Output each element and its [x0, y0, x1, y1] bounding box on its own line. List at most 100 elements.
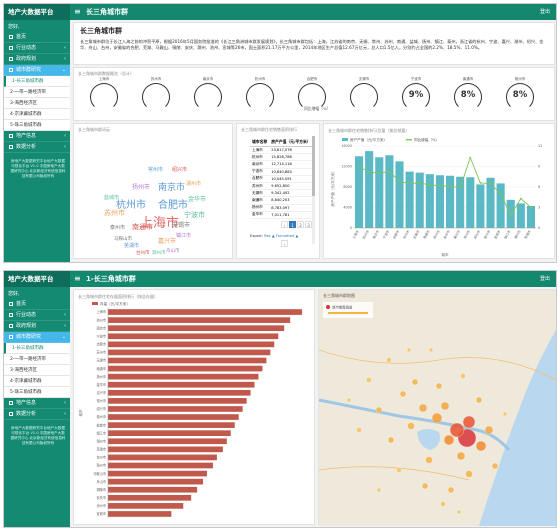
bar[interactable] [108, 454, 217, 461]
submenu-pearl-delta[interactable]: 5-珠三角城市群 [4, 387, 70, 398]
bar[interactable] [395, 161, 404, 228]
bar[interactable] [108, 357, 267, 364]
city-bubble[interactable] [396, 467, 402, 473]
table-header-city[interactable]: 城市名称 [250, 138, 270, 147]
submenu-belt-road[interactable]: 2-一带一路经济带 [4, 354, 70, 365]
table-row[interactable]: 合肥市 10,045,091 [250, 175, 313, 183]
submenu-yangtze-delta[interactable]: 1-长三角城市群 [4, 76, 70, 87]
logout-link[interactable]: 登出 [539, 9, 550, 15]
submenu-jingjinji[interactable]: 4-京津冀城市群 [4, 109, 70, 120]
line-point[interactable] [388, 170, 391, 173]
bar[interactable] [385, 155, 394, 228]
bar[interactable] [108, 438, 227, 445]
city-bubble[interactable] [475, 440, 487, 452]
line-point[interactable] [368, 171, 371, 173]
page-button[interactable]: ‹ [281, 221, 288, 228]
submenu-yangtze-delta[interactable]: 1-长三角城市群 [4, 343, 70, 354]
city-bubble[interactable] [460, 373, 466, 379]
bar[interactable] [108, 503, 184, 509]
sidebar-item-city-cluster[interactable]: 城市群研究 ⌄ [4, 65, 70, 76]
submenu-west-strait[interactable]: 3-海西经济区 [4, 98, 70, 109]
bar[interactable] [526, 205, 535, 228]
submenu-pearl-delta[interactable]: 5-珠三角城市群 [4, 120, 70, 131]
line-point[interactable] [469, 156, 472, 159]
city-bubble[interactable] [418, 403, 428, 413]
export-links[interactable]: Rex ▲ Formatted ▲ [264, 234, 299, 238]
table-row[interactable]: 苏州市 9,652,850 [250, 182, 313, 191]
table-row[interactable]: 杭州市 15,826,786 [250, 153, 313, 162]
city-bubble[interactable] [465, 470, 473, 478]
app-brand[interactable]: 地产大数据平台 [4, 4, 70, 20]
table-row[interactable]: 南通市 8,840,203 [250, 196, 313, 205]
bar[interactable] [108, 349, 271, 356]
city-bubble[interactable] [428, 347, 434, 353]
sidebar-item-policy[interactable]: 政府规划 ‹ [4, 321, 70, 332]
sidebar-item-home[interactable]: 首页 [4, 299, 70, 310]
city-bubble[interactable] [456, 451, 466, 461]
city-bubble[interactable] [447, 486, 455, 494]
city-bubble[interactable] [375, 406, 383, 414]
bar[interactable] [108, 373, 259, 380]
bar[interactable] [108, 381, 255, 388]
line-point[interactable] [519, 197, 522, 200]
bar[interactable] [435, 175, 444, 228]
sidebar-item-industry[interactable]: 行业动态 ‹ [4, 43, 70, 54]
bar[interactable] [466, 177, 475, 228]
city-bubble[interactable] [435, 382, 443, 390]
bar[interactable] [108, 478, 204, 485]
bar[interactable] [108, 430, 231, 437]
bar[interactable] [355, 156, 364, 228]
bar[interactable] [486, 177, 495, 228]
bar[interactable] [516, 203, 525, 228]
city-bubble[interactable] [440, 501, 446, 507]
table-row[interactable]: 宁波市 10,840,883 [250, 168, 313, 176]
city-bubble[interactable] [376, 487, 382, 493]
menu-toggle-icon[interactable]: ≡ [74, 274, 81, 283]
bar[interactable] [108, 389, 251, 396]
sidebar-item-property[interactable]: 地产信息 ‹ [4, 131, 70, 142]
sidebar-item-analysis[interactable]: 数据分析 ‹ [4, 142, 70, 153]
line-point[interactable] [358, 165, 360, 168]
line-point[interactable] [509, 214, 512, 216]
bar[interactable] [496, 183, 505, 228]
sidebar-item-industry[interactable]: 行业动态 ‹ [4, 310, 70, 321]
city-bubble[interactable] [443, 434, 455, 446]
city-bubble[interactable] [387, 436, 395, 444]
menu-toggle-icon[interactable]: ≡ [74, 7, 81, 16]
bar[interactable] [108, 462, 213, 469]
city-bubble[interactable] [431, 412, 443, 424]
bar[interactable] [405, 171, 414, 228]
bar[interactable] [108, 325, 285, 332]
city-bubble[interactable] [462, 415, 476, 429]
bar[interactable] [456, 176, 465, 228]
table-row[interactable]: 无锡市 9,342,402 [250, 189, 313, 198]
bar[interactable] [108, 333, 279, 340]
city-bubble[interactable] [356, 427, 362, 433]
city-bubble[interactable] [407, 422, 415, 430]
page-button[interactable]: 1 [289, 221, 296, 228]
table-row[interactable]: 上海市 23,817,078 [250, 146, 313, 155]
city-bubble[interactable] [399, 390, 407, 398]
app-brand[interactable]: 地产大数据平台 [4, 271, 70, 287]
line-point[interactable] [398, 180, 401, 183]
submenu-jingjinji[interactable]: 4-京津冀城市群 [4, 376, 70, 387]
bar[interactable] [108, 365, 263, 372]
line-point[interactable] [479, 182, 482, 184]
bar[interactable] [108, 422, 235, 428]
city-bubble[interactable] [491, 462, 499, 470]
line-point[interactable] [499, 192, 502, 195]
logout-link[interactable]: 登出 [539, 276, 550, 282]
city-bubble[interactable] [456, 509, 462, 515]
table-header-value[interactable]: 房产产值（元/平方米） [269, 138, 313, 147]
bar[interactable] [108, 398, 247, 404]
city-bubble[interactable] [425, 456, 433, 464]
city-bubble[interactable] [475, 396, 483, 404]
bar[interactable] [108, 406, 243, 412]
line-point[interactable] [489, 182, 492, 185]
bar[interactable] [375, 157, 384, 228]
city-bubble[interactable] [366, 377, 372, 383]
bar[interactable] [446, 175, 455, 228]
bar[interactable] [108, 494, 192, 501]
bar[interactable] [506, 199, 515, 228]
